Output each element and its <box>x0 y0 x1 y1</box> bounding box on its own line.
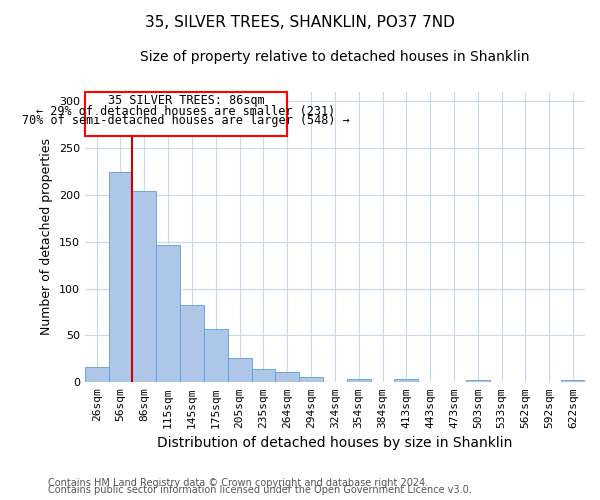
Text: Contains public sector information licensed under the Open Government Licence v3: Contains public sector information licen… <box>48 485 472 495</box>
Bar <box>109 172 133 382</box>
Y-axis label: Number of detached properties: Number of detached properties <box>40 138 53 336</box>
Bar <box>466 380 490 382</box>
Bar <box>85 368 109 382</box>
Bar <box>227 358 251 382</box>
Bar <box>394 378 418 382</box>
Bar <box>180 306 204 382</box>
Bar <box>275 372 299 382</box>
Text: 35, SILVER TREES, SHANKLIN, PO37 7ND: 35, SILVER TREES, SHANKLIN, PO37 7ND <box>145 15 455 30</box>
Bar <box>133 191 156 382</box>
Text: ← 29% of detached houses are smaller (231): ← 29% of detached houses are smaller (23… <box>37 104 335 118</box>
Title: Size of property relative to detached houses in Shanklin: Size of property relative to detached ho… <box>140 50 530 64</box>
Text: 35 SILVER TREES: 86sqm: 35 SILVER TREES: 86sqm <box>107 94 265 108</box>
Bar <box>85 92 287 136</box>
Bar <box>561 380 585 382</box>
Text: 70% of semi-detached houses are larger (548) →: 70% of semi-detached houses are larger (… <box>22 114 350 127</box>
Text: Contains HM Land Registry data © Crown copyright and database right 2024.: Contains HM Land Registry data © Crown c… <box>48 478 428 488</box>
X-axis label: Distribution of detached houses by size in Shanklin: Distribution of detached houses by size … <box>157 436 512 450</box>
Bar <box>204 329 227 382</box>
Bar <box>251 369 275 382</box>
Bar <box>299 376 323 382</box>
Bar <box>347 378 371 382</box>
Bar <box>156 246 180 382</box>
